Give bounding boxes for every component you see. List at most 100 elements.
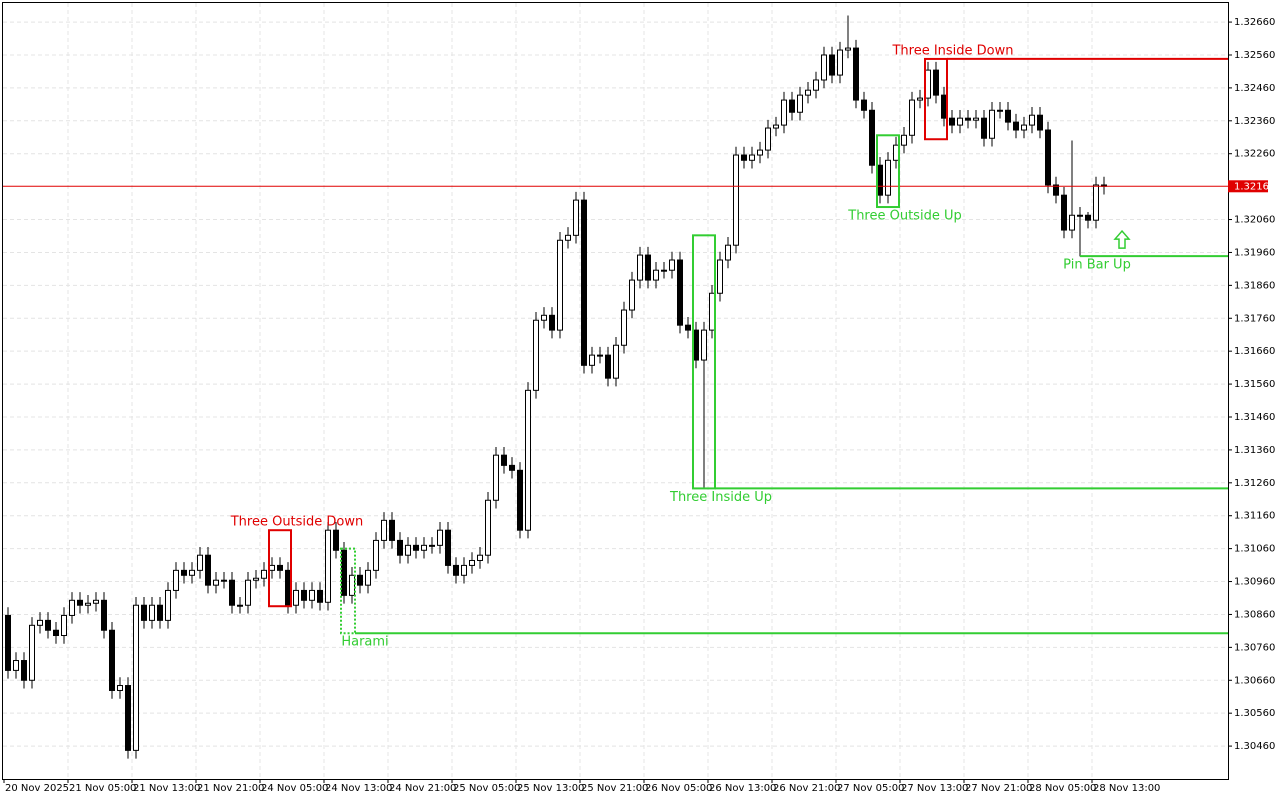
bear-body xyxy=(829,54,835,76)
y-tick-label: 1.31060 xyxy=(1234,544,1275,555)
bear-body xyxy=(981,117,987,139)
bear-body xyxy=(205,554,211,586)
y-tick-label: 1.31260 xyxy=(1234,478,1275,489)
y-tick-label: 1.31460 xyxy=(1234,412,1275,423)
bull-body xyxy=(381,519,387,541)
bull-body xyxy=(757,149,763,156)
bear-body xyxy=(45,619,51,631)
bull-body xyxy=(821,54,827,81)
bull-body xyxy=(589,354,595,366)
bull-body xyxy=(613,344,619,379)
bear-body xyxy=(413,544,419,551)
x-tick-label: 24 Nov 05:00 xyxy=(261,783,328,794)
bull-body xyxy=(997,109,1003,112)
bear-body xyxy=(109,629,115,691)
plot-frame xyxy=(2,2,1229,780)
bull-body xyxy=(165,589,171,621)
x-tick-label: 27 Nov 21:00 xyxy=(965,783,1032,794)
bear-body xyxy=(693,329,699,361)
bear-body xyxy=(229,579,235,606)
bull-body xyxy=(293,589,299,606)
bull-body xyxy=(629,279,635,311)
bear-body xyxy=(965,117,971,121)
bull-body xyxy=(485,499,491,556)
bear-body xyxy=(1005,109,1011,123)
bull-body xyxy=(805,89,811,96)
bear-body xyxy=(501,454,507,466)
bull-body xyxy=(213,579,219,586)
bull-body xyxy=(469,559,475,566)
bull-body xyxy=(893,144,899,161)
y-tick-label: 1.31960 xyxy=(1234,247,1275,258)
bull-body xyxy=(461,564,467,576)
bear-body xyxy=(949,117,955,126)
bull-body xyxy=(653,269,659,281)
x-tick-label: 28 Nov 05:00 xyxy=(1029,783,1096,794)
bear-body xyxy=(853,47,859,101)
bull-body xyxy=(909,99,915,136)
bear-body xyxy=(277,564,283,571)
bear-body xyxy=(1085,214,1091,221)
bull-body xyxy=(837,49,843,76)
bull-body xyxy=(525,389,531,531)
bull-body xyxy=(269,564,275,571)
bear-body xyxy=(549,314,555,331)
bear-body xyxy=(157,604,163,621)
bear-body xyxy=(397,539,403,556)
pattern-label: Three Inside Down xyxy=(891,43,1013,58)
bull-body xyxy=(61,614,67,637)
pattern-label: Three Outside Up xyxy=(847,209,961,224)
pattern-box xyxy=(876,134,900,209)
bull-body xyxy=(325,529,331,603)
y-tick-label: 1.32660 xyxy=(1234,17,1275,28)
bull-body xyxy=(1021,124,1027,131)
bull-body xyxy=(421,544,427,551)
bull-body xyxy=(813,79,819,91)
bull-body xyxy=(1077,214,1083,217)
bull-body xyxy=(253,577,259,581)
y-tick-label: 1.31360 xyxy=(1234,445,1275,456)
bull-body xyxy=(709,292,715,331)
bull-body xyxy=(541,314,547,321)
bull-body xyxy=(373,539,379,571)
bear-body xyxy=(357,574,363,586)
y-tick-label: 1.32360 xyxy=(1234,116,1275,127)
bull-body xyxy=(245,579,251,606)
bull-body xyxy=(69,599,75,616)
x-tick-label: 26 Nov 05:00 xyxy=(645,783,712,794)
bull-body xyxy=(573,199,579,236)
current-price-label: 1.32161 xyxy=(1234,181,1275,192)
x-tick-label: 26 Nov 13:00 xyxy=(709,783,776,794)
bear-body xyxy=(941,94,947,119)
bull-body xyxy=(733,154,739,246)
bull-body xyxy=(117,685,123,691)
bull-body xyxy=(669,259,675,271)
bull-body xyxy=(781,99,787,126)
bull-body xyxy=(957,117,963,126)
bull-body xyxy=(797,94,803,113)
bear-body xyxy=(141,604,147,621)
bear-body xyxy=(341,549,347,596)
bull-body xyxy=(725,244,731,261)
bear-body xyxy=(517,469,523,531)
bull-body xyxy=(13,660,19,671)
bear-body xyxy=(509,464,515,471)
bear-body xyxy=(933,69,939,96)
x-tick-label: 21 Nov 05:00 xyxy=(69,783,136,794)
pattern-label: Pin Bar Up xyxy=(1063,258,1131,273)
bear-body xyxy=(125,685,131,751)
bull-body xyxy=(221,579,227,582)
bull-body xyxy=(701,329,707,361)
y-tick-label: 1.31660 xyxy=(1234,346,1275,357)
bear-body xyxy=(101,599,107,631)
pattern-arrow xyxy=(1113,229,1131,249)
pattern-box xyxy=(340,547,356,635)
y-tick-label: 1.30560 xyxy=(1234,708,1275,719)
bull-body xyxy=(557,239,563,331)
bear-body xyxy=(645,254,651,281)
bear-body xyxy=(1045,129,1051,186)
current-price-tag xyxy=(1228,180,1268,193)
bear-body xyxy=(5,614,11,671)
bull-body xyxy=(565,234,571,241)
bull-body xyxy=(989,109,995,139)
